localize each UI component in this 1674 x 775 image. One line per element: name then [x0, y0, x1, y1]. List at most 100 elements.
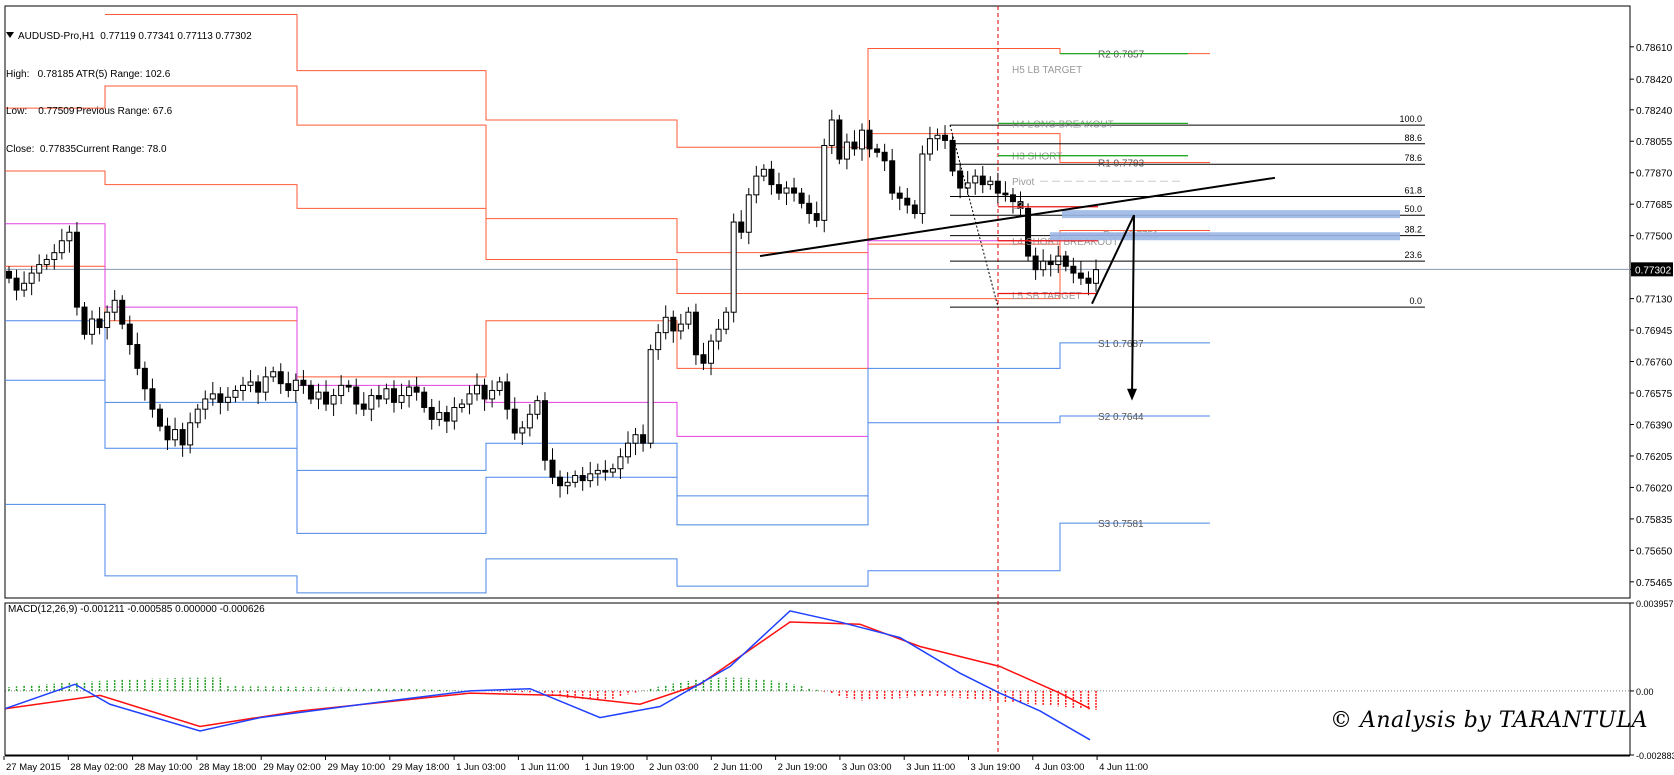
level-label: R1 0.7793 [1098, 159, 1145, 170]
price-tick-label: 0.78610 [1636, 43, 1673, 54]
price-pane-frame [4, 5, 1631, 599]
candle-body [919, 153, 926, 215]
time-tick-label: 3 Jun 03:00 [842, 762, 892, 773]
candle-body [81, 306, 88, 335]
r1-step-line [5, 170, 1060, 294]
time-tick-label: 4 Jun 11:00 [1099, 762, 1148, 773]
candle-body [111, 299, 118, 313]
macd-signal-line [4, 621, 1091, 728]
high-value: High: 0.78185 [6, 68, 74, 80]
candle-body [368, 395, 375, 410]
candle-body [896, 192, 903, 199]
candle-body [217, 393, 224, 403]
level-label: R2 0.7857 [1098, 50, 1145, 61]
time-tick-label: 1 Jun 11:00 [520, 762, 569, 773]
candle-body [383, 388, 390, 400]
price-tick-label: 0.75650 [1636, 546, 1673, 557]
candle-body [360, 403, 367, 410]
candle-body [149, 388, 156, 410]
fib-level-label: 50.0 [1404, 204, 1422, 214]
time-tick-label: 1 Jun 19:00 [585, 762, 635, 773]
fib-level-label: 78.6 [1404, 153, 1422, 163]
candle-body [292, 379, 299, 391]
candle-body [36, 264, 43, 274]
price-tick-label: 0.76945 [1636, 326, 1673, 337]
symbol-line: AUDUSD-Pro,H1 0.77119 0.77341 0.77113 0.… [18, 31, 252, 42]
candle-body [13, 277, 20, 291]
candle-body [202, 398, 209, 410]
candle-body [390, 388, 397, 403]
candle-body [28, 272, 35, 284]
fib-level-label: 100.0 [1399, 114, 1422, 124]
level-label: L5 SB TARGET [1012, 291, 1082, 302]
macd-tick-label: -0.002883 [1636, 751, 1674, 761]
candle-body [51, 252, 58, 260]
candle-body [715, 328, 722, 342]
candle-body [406, 386, 413, 397]
level-label: Pivot [1012, 177, 1034, 188]
candle-body [670, 316, 677, 332]
candle-body [489, 389, 496, 400]
candle-body [791, 187, 798, 194]
candle-body [345, 384, 352, 388]
time-tick-label: 2 Jun 11:00 [713, 762, 762, 773]
low-value: Low: 0.77509 [6, 106, 75, 117]
candle-body [708, 340, 715, 364]
candle-body [526, 413, 533, 429]
candle-body [881, 151, 888, 162]
candle-body [141, 367, 148, 390]
candle-body [240, 384, 247, 391]
time-tick-label: 28 May 10:00 [135, 762, 193, 773]
candle-body [270, 371, 277, 378]
candle-body [874, 148, 881, 153]
candle-body [662, 316, 669, 334]
candle-body [1093, 269, 1099, 284]
macd-tick-label: 0.00 [1636, 687, 1654, 697]
candle-body [836, 119, 843, 160]
candle-body [96, 318, 103, 329]
price-tick-label: 0.77500 [1636, 232, 1673, 243]
time-tick-label: 2 Jun 03:00 [649, 762, 699, 773]
collapse-triangle-icon[interactable] [6, 32, 14, 38]
candle-body [436, 412, 443, 420]
candle-body [730, 221, 737, 313]
candle-body [602, 469, 609, 473]
level-label: S2 0.7644 [1098, 412, 1144, 423]
candle-body [466, 393, 473, 405]
candle-body [685, 311, 692, 325]
candle-body [73, 231, 80, 308]
candle-body [428, 406, 435, 420]
candle-body [768, 168, 775, 186]
candle-body [564, 481, 571, 487]
candle-body [443, 412, 450, 422]
candle-body [534, 400, 541, 415]
candle-body [851, 141, 858, 150]
candle-body [858, 129, 865, 150]
candle-body [828, 119, 835, 146]
candle-body [745, 194, 752, 233]
current-price-label: 0.77302 [1635, 265, 1672, 276]
r3-step-line [105, 14, 1210, 148]
candle-body [179, 429, 186, 446]
candle-body [413, 386, 420, 393]
candle-body [723, 311, 730, 330]
candle-body [572, 475, 579, 483]
candle-body [579, 475, 586, 482]
candle-body [398, 395, 405, 403]
candle-body [511, 408, 518, 434]
time-tick-label: 28 May 18:00 [199, 762, 257, 773]
level-label: S1 0.7687 [1098, 339, 1144, 350]
candle-body [934, 134, 941, 140]
projection-path [1091, 214, 1135, 398]
candle-body [519, 427, 526, 434]
candle-body [949, 139, 956, 172]
candle-body [1047, 260, 1054, 266]
fib-level-label: 61.8 [1404, 186, 1422, 196]
candle-body [700, 354, 707, 364]
fib-level-label: 23.6 [1404, 250, 1422, 260]
fib-level-label: 0.0 [1409, 296, 1422, 306]
projection-arrow-head [1127, 388, 1137, 401]
candle-body [798, 192, 805, 204]
